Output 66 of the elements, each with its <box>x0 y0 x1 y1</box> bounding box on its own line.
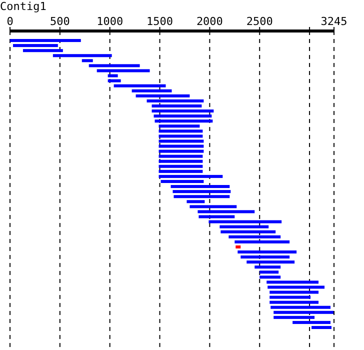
bar <box>228 235 281 238</box>
bar <box>82 59 93 62</box>
bar <box>114 84 166 88</box>
bar <box>270 296 311 299</box>
bar <box>238 250 297 254</box>
bar <box>240 255 290 259</box>
bar <box>270 300 319 304</box>
bar <box>270 306 331 309</box>
bar <box>270 290 319 294</box>
bar <box>172 190 231 194</box>
bar <box>108 74 118 78</box>
x-tick-label: 1000 <box>96 15 124 28</box>
bar <box>158 170 203 173</box>
bar <box>292 320 331 324</box>
bar <box>268 286 325 289</box>
bar <box>220 230 276 234</box>
x-tick-label: 500 <box>50 15 70 28</box>
bar <box>274 316 315 319</box>
bar <box>220 225 269 228</box>
bar <box>208 220 282 224</box>
bar <box>246 260 295 264</box>
bar <box>158 160 203 163</box>
bar <box>22 49 63 52</box>
bar <box>190 205 237 208</box>
x-tick-label: 2500 <box>246 15 273 28</box>
bar <box>146 99 204 102</box>
x-tick-label: 0 <box>6 15 14 28</box>
bar <box>136 94 190 98</box>
bar <box>312 326 332 329</box>
bar <box>158 124 200 128</box>
bar <box>198 210 255 214</box>
bar <box>260 270 279 274</box>
bar <box>236 245 241 248</box>
bar <box>88 64 140 68</box>
bar <box>254 266 281 269</box>
bar <box>108 79 121 82</box>
bar <box>96 69 150 72</box>
bar <box>158 144 204 148</box>
bar <box>158 174 223 178</box>
bar <box>234 240 290 244</box>
bar <box>158 134 203 138</box>
bar <box>158 150 204 153</box>
bar <box>158 130 203 133</box>
chart-title: Contig1 <box>0 0 46 13</box>
bar <box>52 54 112 58</box>
bar <box>170 185 230 188</box>
bar <box>10 39 81 42</box>
bar <box>132 89 172 92</box>
x-tick-label: 2000 <box>196 15 223 28</box>
bar <box>186 200 205 204</box>
bar <box>154 114 212 118</box>
bar <box>160 180 204 183</box>
bar <box>274 310 334 314</box>
bar <box>174 195 230 198</box>
bar <box>266 280 319 284</box>
bar <box>198 215 235 218</box>
bar <box>152 109 214 113</box>
bar <box>260 276 281 279</box>
bar <box>152 104 202 108</box>
bar <box>158 154 203 158</box>
bar <box>158 140 204 143</box>
x-tick-label: 1500 <box>146 15 174 28</box>
bar <box>158 164 203 168</box>
x-tick-label: 3245 <box>320 15 348 28</box>
bar <box>154 120 213 123</box>
bar <box>12 44 58 48</box>
